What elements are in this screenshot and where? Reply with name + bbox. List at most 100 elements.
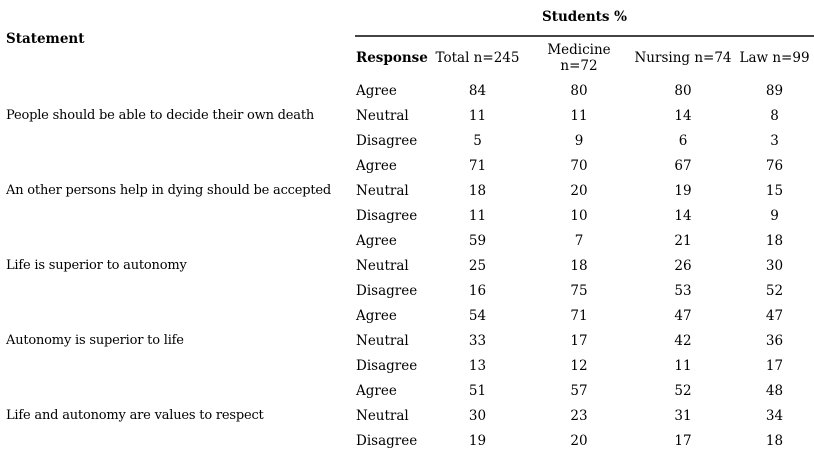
table-row: Life and autonomy are values to respect …: [0, 378, 814, 424]
table-row: Disagree 11 10 14 9: [0, 203, 814, 228]
value-cell: 13: [468, 357, 487, 374]
response-column-header: Response: [356, 49, 428, 66]
value-cell: 16: [468, 282, 487, 299]
table-row: Neutral 18 20 19 15: [0, 178, 814, 203]
table-row: Disagree 16 75 53 52: [0, 278, 814, 303]
value-cell: 47: [765, 307, 784, 324]
value-cell: 20: [570, 432, 588, 449]
value-cell: 8: [770, 107, 779, 124]
value-cell: 51: [468, 382, 487, 399]
value-cell: 11: [570, 107, 588, 124]
response-cell: Agree: [356, 157, 397, 174]
column-header-law: Law n=99: [739, 49, 810, 66]
value-cell: 21: [674, 232, 692, 249]
response-cell: Disagree: [356, 132, 418, 149]
value-cell: 9: [574, 132, 584, 149]
value-cell: 14: [674, 207, 692, 224]
column-header-total: Total n=245: [435, 49, 520, 66]
value-cell: 31: [674, 407, 692, 424]
column-header-nursing: Nursing n=74: [634, 49, 732, 66]
statement-cell: An other persons help in dying should be…: [6, 183, 332, 198]
response-cell: Neutral: [356, 332, 409, 349]
value-cell: 52: [765, 282, 784, 299]
value-cell: 23: [570, 407, 588, 424]
response-cell: Neutral: [356, 257, 409, 274]
value-cell: 18: [765, 232, 784, 249]
response-cell: Disagree: [356, 357, 418, 374]
value-cell: 33: [468, 332, 487, 349]
value-cell: 11: [468, 107, 487, 124]
value-cell: 53: [674, 282, 692, 299]
value-cell: 26: [674, 257, 692, 274]
header-row-students: Statement Students %: [0, 0, 814, 47]
value-cell: 71: [468, 157, 487, 174]
value-cell: 5: [473, 132, 482, 149]
survey-results-table: Statement Students % Response Total n=24…: [0, 0, 814, 453]
value-cell: 30: [468, 407, 487, 424]
value-cell: 19: [468, 432, 487, 449]
value-cell: 76: [765, 157, 784, 174]
statement-cell: Life and autonomy are values to respect: [6, 408, 264, 423]
response-cell: Agree: [356, 232, 397, 249]
value-cell: 18: [570, 257, 588, 274]
statement-cell: Life is superior to autonomy: [6, 258, 187, 273]
value-cell: 48: [765, 382, 784, 399]
response-cell: Neutral: [356, 107, 409, 124]
header-row-columns: Response Total n=245 Medicine n=72 Nursi…: [0, 36, 814, 78]
value-cell: 11: [674, 357, 692, 374]
value-cell: 14: [674, 107, 692, 124]
value-cell: 30: [765, 257, 784, 274]
value-cell: 71: [570, 307, 588, 324]
table-row: Neutral 30 23 31 34: [0, 403, 814, 428]
value-cell: 12: [570, 357, 588, 374]
table-row: Neutral 25 18 26 30: [0, 253, 814, 278]
table-row: Life is superior to autonomy Agree 59 7 …: [0, 228, 814, 274]
response-cell: Agree: [356, 82, 397, 99]
value-cell: 67: [674, 157, 692, 174]
value-cell: 25: [468, 257, 487, 274]
value-cell: 11: [468, 207, 487, 224]
value-cell: 47: [674, 307, 692, 324]
value-cell: 80: [570, 82, 588, 99]
value-cell: 18: [765, 432, 784, 449]
students-percent-header: Students %: [355, 0, 814, 37]
statement-column-header: Statement: [6, 31, 85, 47]
table-row: Disagree 5 9 6 3: [0, 128, 814, 153]
value-cell: 9: [770, 207, 779, 224]
value-cell: 17: [570, 332, 588, 349]
value-cell: 3: [770, 132, 779, 149]
column-header-medicine: Medicine n=72: [547, 41, 611, 74]
value-cell: 84: [468, 82, 487, 99]
value-cell: 57: [570, 382, 588, 399]
response-cell: Disagree: [356, 207, 418, 224]
response-cell: Agree: [356, 307, 397, 324]
value-cell: 6: [678, 132, 688, 149]
response-cell: Neutral: [356, 182, 409, 199]
value-cell: 15: [765, 182, 784, 199]
value-cell: 89: [765, 82, 784, 99]
statement-cell: People should be able to decide their ow…: [6, 108, 315, 123]
value-cell: 36: [765, 332, 784, 349]
response-cell: Disagree: [356, 432, 418, 449]
value-cell: 17: [765, 357, 784, 374]
response-cell: Agree: [356, 382, 397, 399]
response-cell: Disagree: [356, 282, 418, 299]
table-row: An other persons help in dying should be…: [0, 153, 814, 199]
table-row: Disagree 13 12 11 17: [0, 353, 814, 378]
table-row: Neutral 11 11 14 8: [0, 103, 814, 128]
value-cell: 80: [674, 82, 692, 99]
table-row: Neutral 33 17 42 36: [0, 328, 814, 353]
value-cell: 59: [468, 232, 487, 249]
value-cell: 75: [570, 282, 588, 299]
response-cell: Neutral: [356, 407, 409, 424]
table-row: Autonomy is superior to life Agree 54 71…: [0, 303, 814, 349]
value-cell: 7: [574, 232, 584, 249]
value-cell: 17: [674, 432, 692, 449]
table-row: Disagree 19 20 17 18: [0, 428, 814, 453]
value-cell: 20: [570, 182, 588, 199]
value-cell: 54: [468, 307, 487, 324]
value-cell: 42: [674, 332, 692, 349]
value-cell: 70: [570, 157, 588, 174]
table-row: People should be able to decide their ow…: [0, 78, 814, 124]
value-cell: 10: [570, 207, 588, 224]
